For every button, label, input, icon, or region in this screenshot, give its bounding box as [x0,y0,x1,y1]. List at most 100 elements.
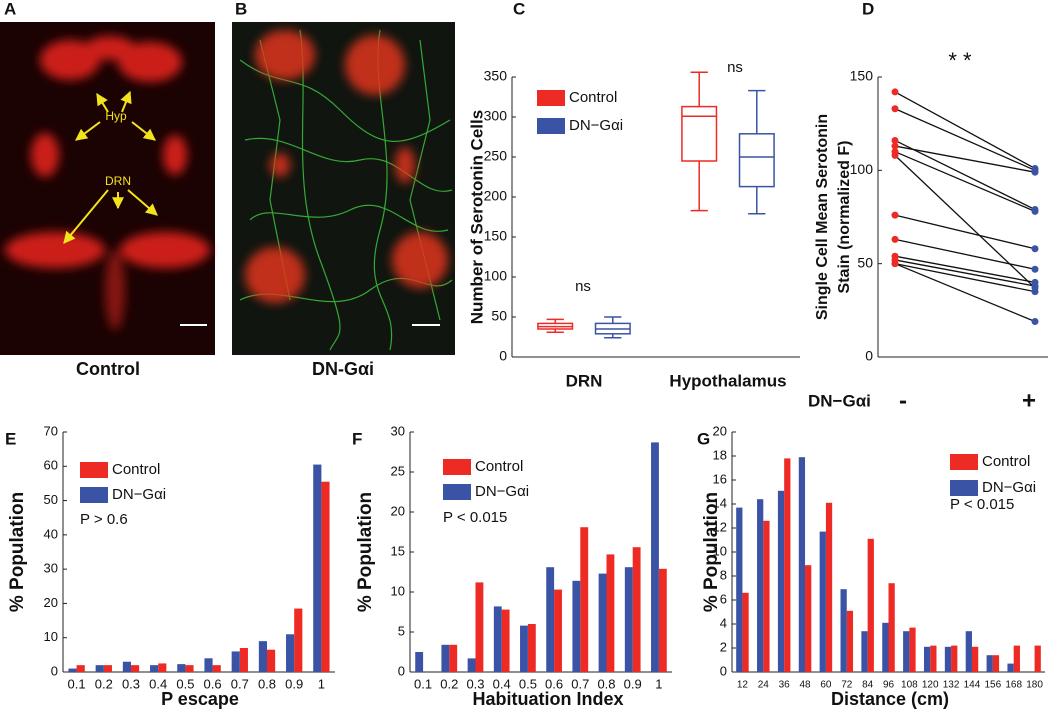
y-tick-label: 10 [391,583,405,598]
pair-line [894,154,1036,289]
bar [888,583,895,672]
bar [520,625,528,672]
x-tick-label: 0.7 [571,676,589,691]
pair-line [894,145,1036,173]
y-tick-label: 6 [720,591,727,606]
point [1031,207,1039,215]
bar [449,644,458,672]
x-tick-label: 132 [943,680,960,691]
x-tick-label: 0.4 [149,676,167,691]
x-tick-label: 168 [1005,680,1022,691]
bar [971,646,979,672]
y-tick-label: 30 [391,423,405,438]
bar [177,664,186,672]
bar [554,589,562,672]
box [738,133,775,188]
bar [1007,663,1014,672]
y-tick-label: 20 [391,503,405,518]
y-tick-label: 100 [484,268,508,284]
pair-line [894,108,1036,171]
bar [441,644,450,672]
legend-label: Control [982,453,1030,470]
bar [736,507,743,672]
y-tick-label: 60 [44,458,58,473]
y-axis-label: % Population [7,492,28,612]
bar [467,658,476,672]
x-tick-label: - [899,387,907,414]
bar [527,624,536,672]
bar [846,610,854,672]
bar [840,589,847,672]
x-tick-label: 0.1 [414,676,432,691]
bar [861,631,868,672]
y-tick-label: 50 [44,492,58,507]
x-tick-label: 0.7 [231,676,249,691]
bar [501,609,510,672]
panel-a-image: Hyp DRN [0,22,215,355]
x-tick-label: 144 [964,680,981,691]
bar [805,565,812,672]
legend-label: DN−Gαi [475,483,529,500]
bar [903,631,910,672]
point [1031,282,1039,290]
bar [258,641,267,672]
bar [415,652,424,672]
y-tick-label: 300 [484,108,508,124]
pair-line [894,263,1036,323]
x-tick-label: 0.2 [95,676,113,691]
bar [204,658,213,672]
bar [986,655,993,672]
panel-b-image [232,22,455,355]
legend-swatch [950,454,978,470]
panel-label: F [352,429,362,448]
point [1031,265,1039,273]
y-tick-label: 250 [484,148,508,164]
y-tick-label: 0 [865,348,873,364]
bar [475,582,484,672]
bar [1013,645,1020,672]
y-tick-label: 20 [44,595,58,610]
legend-swatch [80,487,108,503]
bar [150,665,159,672]
bar [651,442,659,672]
panel-caption: DN-Gαi [312,359,374,379]
point [1031,245,1039,253]
x-tick-label: 60 [820,680,832,691]
legend-label: DN−Gαi [112,486,166,503]
panel-label: C [513,0,525,18]
y-tick-label: 100 [850,161,874,177]
x-tick-label: 0.2 [440,676,458,691]
bar [321,481,330,672]
x-tick-label: 36 [779,680,791,691]
bar [313,464,322,672]
y-tick-label: 0 [51,663,58,678]
y-tick-label: 12 [713,519,727,534]
bar [580,527,589,672]
annotation: ns [575,278,591,295]
x-tick-label: 0.3 [122,676,140,691]
y-tick-label: 2 [720,639,727,654]
legend-swatch [537,90,565,106]
point [891,88,899,96]
bar [825,502,833,672]
y-tick-label: 18 [713,447,727,462]
bar [68,668,77,672]
annotation: ns [727,59,743,76]
x-tick-label: 0.8 [597,676,615,691]
bar [239,648,248,672]
bar [965,631,972,672]
box [681,105,718,162]
y-tick-label: 25 [391,463,405,478]
x-tick-label: 0.6 [204,676,222,691]
bar [158,663,167,672]
y-axis-label: % Population [701,492,722,612]
image-annotation: DRN [105,174,131,188]
bar [784,458,791,672]
annotation: P < 0.015 [950,496,1014,513]
x-tick-label: 12 [737,680,749,691]
legend-label: DN−Gαi [569,117,623,134]
x-tick-label: 180 [1026,680,1043,691]
x-tick-label: 120 [922,680,939,691]
bar [103,665,112,672]
x-tick-label: 0.1 [68,676,86,691]
